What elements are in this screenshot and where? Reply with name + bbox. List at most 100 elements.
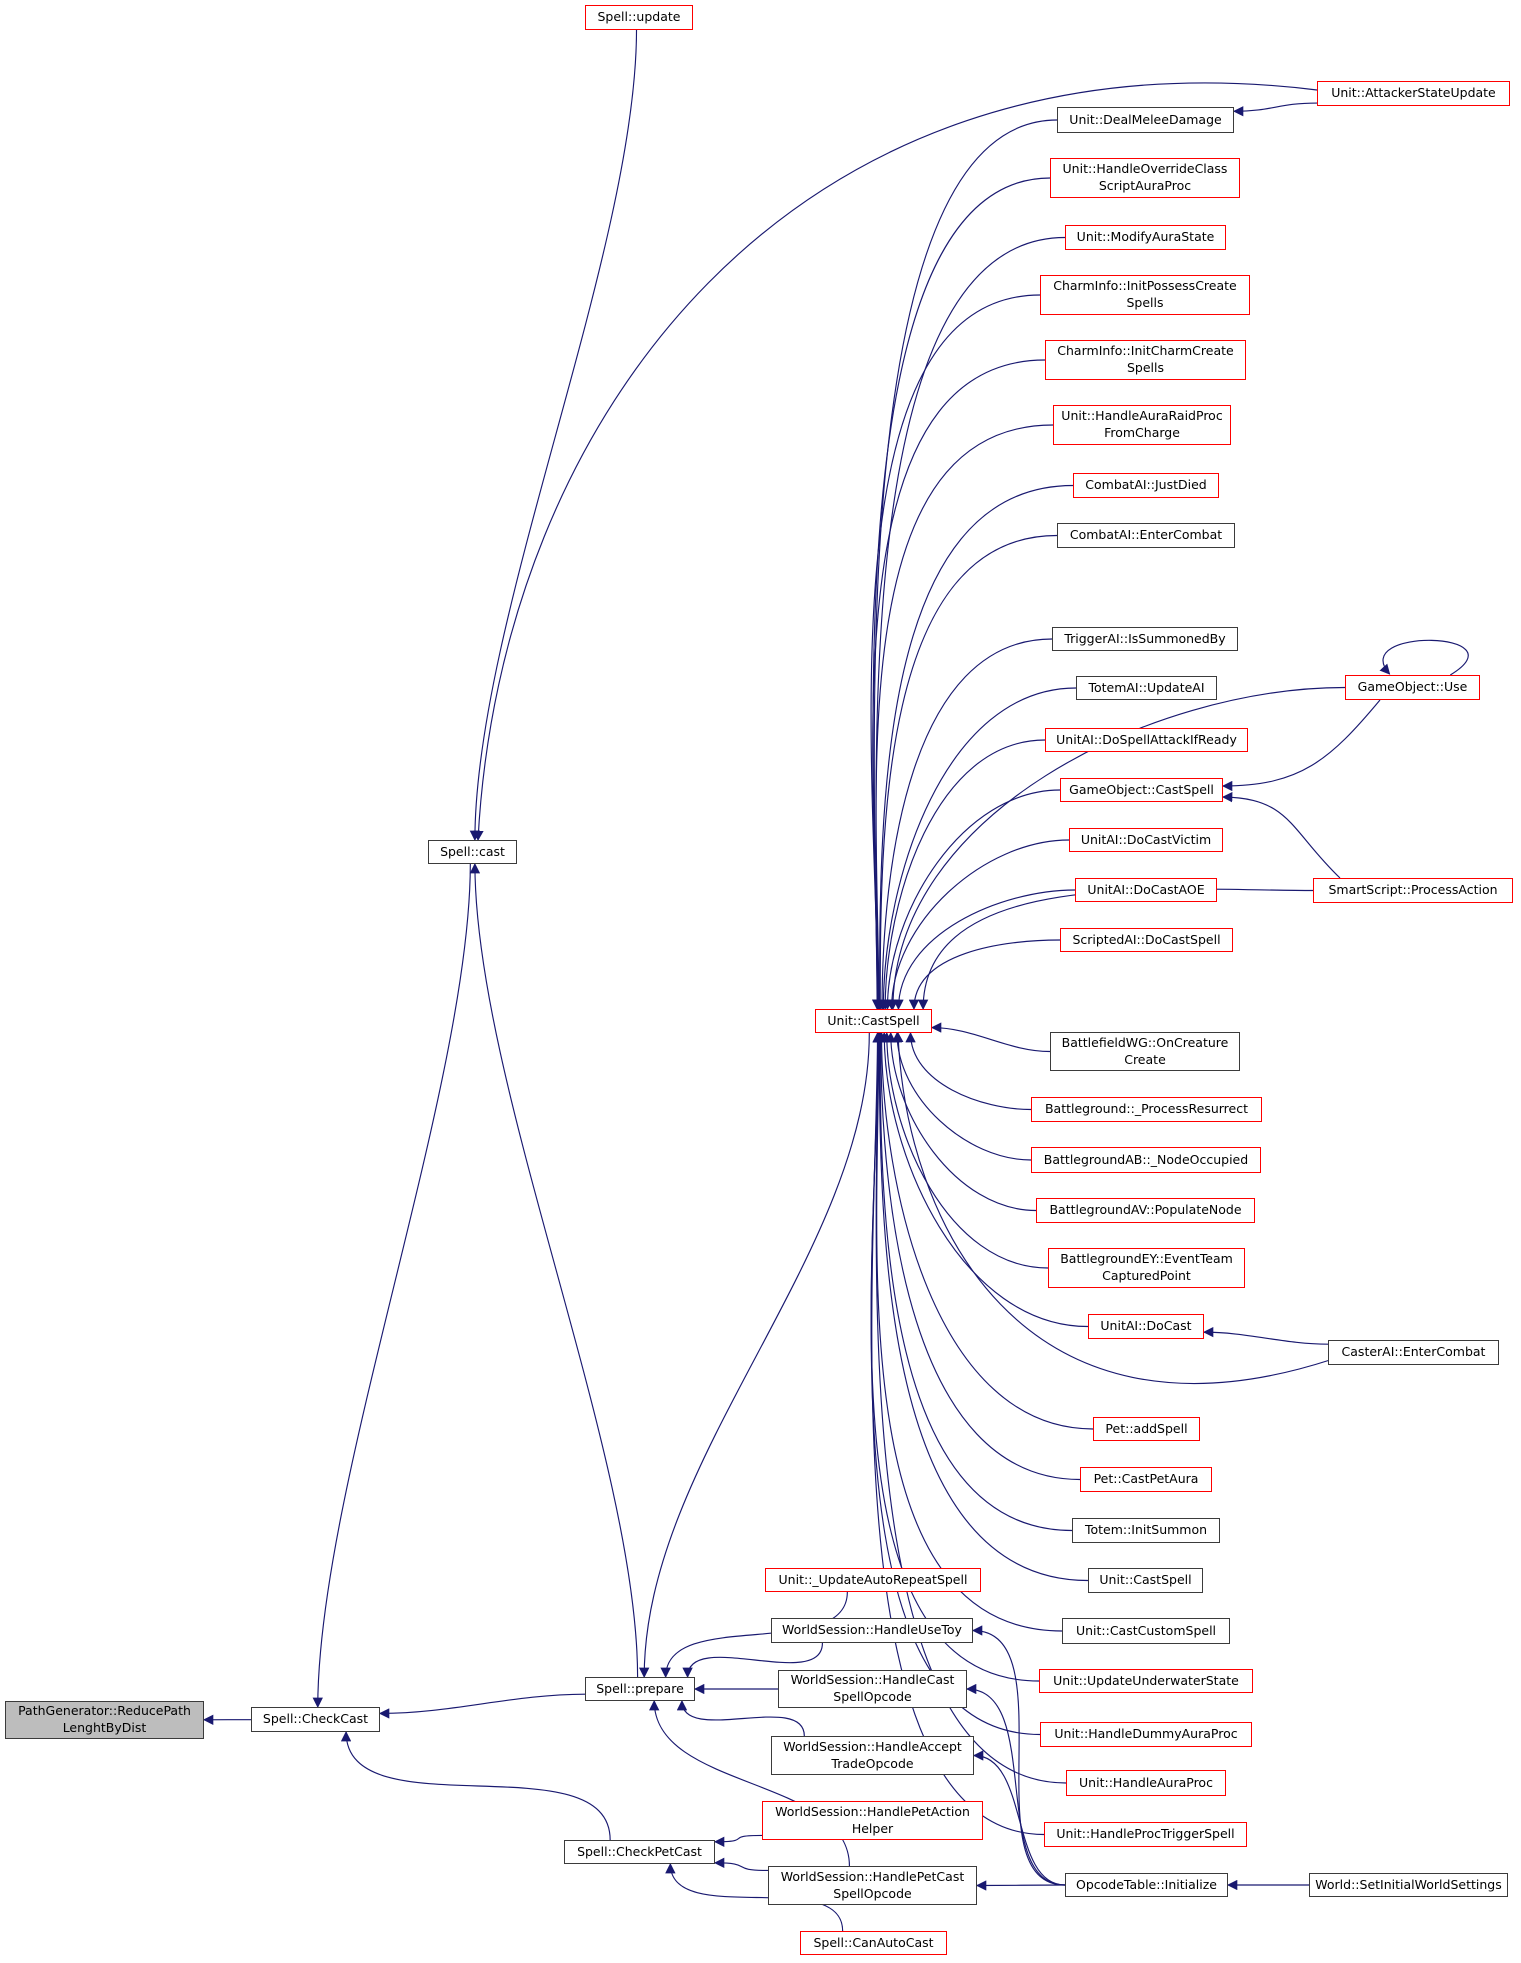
node-totemai-updateai[interactable]: TotemAI::UpdateAI <box>1076 676 1217 700</box>
node-pathgenerator-reducepathlenghtbydist: PathGenerator::ReducePath LenghtByDist <box>5 1701 204 1739</box>
node-label: UnitAI::DoCastAOE <box>1087 881 1205 897</box>
node-unit-handledummyauraproc[interactable]: Unit::HandleDummyAuraProc <box>1040 1722 1252 1747</box>
node-worldsession-handlepetcastspellopcode[interactable]: WorldSession::HandlePetCast SpellOpcode <box>768 1866 977 1905</box>
edge-opcodetable-initialize-to-worldsession-handlepetcastspellopcode <box>975 1880 1066 1891</box>
node-unit-attackerstateupdate[interactable]: Unit::AttackerStateUpdate <box>1317 81 1510 106</box>
node-charminfo-initpossesscreatespells[interactable]: CharmInfo::InitPossessCreate Spells <box>1040 275 1250 315</box>
node-triggerai-issummonedby[interactable]: TriggerAI::IsSummonedBy <box>1052 627 1238 651</box>
node-label: Spell::cast <box>440 843 505 859</box>
node-label: Unit::HandleAuraProc <box>1079 1774 1213 1790</box>
node-unit-handleauraraidprocfromcharge[interactable]: Unit::HandleAuraRaidProc FromCharge <box>1053 405 1231 445</box>
edge-opcodetable-initialize-to-worldsession-handleaccepttradeopcode <box>972 1750 1066 1886</box>
edge-spell-update-to-spell-cast <box>469 29 638 842</box>
node-unit-castspell-hub[interactable]: Unit::CastSpell <box>815 1009 932 1033</box>
node-label: CombatAI::EnterCombat <box>1069 527 1223 543</box>
node-worldsession-handleaccepttradeopcode[interactable]: WorldSession::HandleAccept TradeOpcode <box>771 1736 974 1775</box>
edge-unit-updateautorepeatspell-to-spell-prepare <box>660 1591 848 1679</box>
node-casterai-entercombat[interactable]: CasterAI::EnterCombat <box>1328 1340 1499 1365</box>
node-gameobject-castspell[interactable]: GameObject::CastSpell <box>1060 778 1223 802</box>
edge-opcodetable-initialize-to-worldsession-handleusetoy <box>971 1625 1066 1886</box>
node-scriptedai-docastspell[interactable]: ScriptedAI::DoCastSpell <box>1060 928 1233 952</box>
node-pet-addspell[interactable]: Pet::addSpell <box>1093 1417 1200 1441</box>
node-battlegroundey-eventteamcapturedpoint[interactable]: BattlegroundEY::EventTeam CapturedPoint <box>1048 1248 1245 1288</box>
node-unit-handleauraproc[interactable]: Unit::HandleAuraProc <box>1066 1770 1226 1796</box>
node-label: Unit::CastSpell <box>827 1012 920 1028</box>
node-label: UnitAI::DoCast <box>1100 1318 1192 1334</box>
node-label: BattlegroundAV::PopulateNode <box>1049 1202 1242 1218</box>
node-unit-updateunderwaterstate[interactable]: Unit::UpdateUnderwaterState <box>1039 1669 1253 1693</box>
node-battlegroundab-nodeoccupied[interactable]: BattlegroundAB::_NodeOccupied <box>1031 1147 1261 1173</box>
node-totem-initsummon[interactable]: Totem::InitSummon <box>1072 1518 1220 1543</box>
node-label: WorldSession::HandlePetAction Helper <box>775 1803 970 1836</box>
node-label: Spell::CanAutoCast <box>813 1934 934 1950</box>
node-unitai-dospellattackifready[interactable]: UnitAI::DoSpellAttackIfReady <box>1045 728 1248 752</box>
edge-combatai-entercombat-to-unit-castspell-hub <box>875 534 1058 1011</box>
edge-unit-castspell2-to-unit-castspell-hub <box>874 1031 1089 1582</box>
node-spell-cast[interactable]: Spell::cast <box>428 840 517 864</box>
edge-spell-canautocast-to-spell-checkpetcast <box>665 1862 844 1932</box>
node-unit-castspell2[interactable]: Unit::CastSpell <box>1088 1568 1203 1593</box>
edge-worldsession-handlepetcastspellopcode-to-spell-checkpetcast <box>713 1857 769 1872</box>
node-label: Unit::DealMeleeDamage <box>1069 111 1222 127</box>
node-label: Unit::UpdateUnderwaterState <box>1053 1672 1239 1688</box>
node-label: BattlegroundAB::_NodeOccupied <box>1043 1151 1249 1167</box>
node-unit-dealmeleedamage[interactable]: Unit::DealMeleeDamage <box>1057 107 1234 133</box>
node-label: Unit::_UpdateAutoRepeatSpell <box>778 1571 968 1587</box>
node-combatai-entercombat[interactable]: CombatAI::EnterCombat <box>1057 523 1235 548</box>
node-label: UnitAI::DoSpellAttackIfReady <box>1056 731 1237 747</box>
node-label: Unit::HandleProcTriggerSpell <box>1056 1826 1235 1842</box>
node-spell-canautocast[interactable]: Spell::CanAutoCast <box>800 1931 947 1955</box>
node-label: CasterAI::EnterCombat <box>1341 1344 1486 1360</box>
edge-charminfo-initpossesscreatespells-to-unit-castspell-hub <box>870 294 1041 1011</box>
node-label: TotemAI::UpdateAI <box>1088 679 1205 695</box>
node-spell-checkcast[interactable]: Spell::CheckCast <box>251 1707 380 1732</box>
node-unit-updateautorepeatspell[interactable]: Unit::_UpdateAutoRepeatSpell <box>765 1568 981 1592</box>
node-label: TriggerAI::IsSummonedBy <box>1064 630 1226 646</box>
node-spell-update[interactable]: Spell::update <box>585 5 693 30</box>
node-unitai-docast[interactable]: UnitAI::DoCast <box>1088 1314 1204 1339</box>
node-pet-castpetaura[interactable]: Pet::CastPetAura <box>1080 1467 1212 1492</box>
edge-triggerai-issummonedby-to-unit-castspell-hub <box>876 638 1053 1011</box>
edge-battlegroundav-populatenode-to-unit-castspell-hub <box>885 1031 1037 1212</box>
edge-unit-attackerstateupdate-to-unit-dealmeleedamage <box>1232 102 1318 117</box>
node-unitai-docastvictim[interactable]: UnitAI::DoCastVictim <box>1069 828 1223 852</box>
node-label: Pet::CastPetAura <box>1093 1471 1199 1487</box>
node-label: Spell::CheckPetCast <box>577 1843 702 1859</box>
node-battlegroundav-populatenode[interactable]: BattlegroundAV::PopulateNode <box>1036 1198 1255 1223</box>
node-spell-checkpetcast[interactable]: Spell::CheckPetCast <box>564 1840 715 1864</box>
edge-battlefieldwg-oncreaturecreate-to-unit-castspell-hub <box>930 1022 1051 1053</box>
node-smartscript-processaction[interactable]: SmartScript::ProcessAction <box>1313 878 1513 903</box>
edge-combatai-justdied-to-unit-castspell-hub <box>874 484 1074 1011</box>
edge-worldsession-handleusetoy-to-spell-prepare <box>682 1642 824 1679</box>
edge-totemai-updateai-to-unit-castspell-hub <box>878 687 1077 1011</box>
edge-pet-addspell-to-unit-castspell-hub <box>876 1031 1094 1430</box>
node-unit-modifyaurastate[interactable]: Unit::ModifyAuraState <box>1065 225 1226 250</box>
node-label: Spell::CheckCast <box>262 1711 369 1727</box>
edge-gameobject-use-to-gameobject-castspell <box>1221 699 1381 792</box>
node-label: Battleground::_ProcessResurrect <box>1044 1101 1248 1117</box>
node-battleground-processresurrect[interactable]: Battleground::_ProcessResurrect <box>1031 1097 1262 1122</box>
edge-battlegroundey-eventteamcapturedpoint-to-unit-castspell-hub <box>881 1031 1049 1269</box>
node-label: WorldSession::HandlePetCast SpellOpcode <box>780 1868 965 1901</box>
node-opcodetable-initialize[interactable]: OpcodeTable::Initialize <box>1065 1873 1228 1897</box>
node-world-setinitialworldsettings[interactable]: World::SetInitialWorldSettings <box>1309 1873 1508 1897</box>
node-worldsession-handleusetoy[interactable]: WorldSession::HandleUseToy <box>771 1618 973 1643</box>
node-spell-prepare[interactable]: Spell::prepare <box>585 1677 695 1701</box>
node-unit-handleoverrideclassscriptauraproc[interactable]: Unit::HandleOverrideClass ScriptAuraProc <box>1050 158 1240 198</box>
node-battlefieldwg-oncreaturecreate[interactable]: BattlefieldWG::OnCreature Create <box>1050 1032 1240 1071</box>
node-label: CharmInfo::InitPossessCreate Spells <box>1053 278 1237 310</box>
edge-gameobject-use-to-gameobject-use <box>1379 639 1469 676</box>
node-charminfo-initcharmcreatespells[interactable]: CharmInfo::InitCharmCreate Spells <box>1045 340 1246 380</box>
edge-casterai-entercombat-to-unitai-docast <box>1202 1326 1329 1345</box>
node-unit-castcustomspell[interactable]: Unit::CastCustomSpell <box>1062 1618 1230 1644</box>
node-label: Unit::HandleDummyAuraProc <box>1054 1726 1238 1742</box>
node-unitai-docastaoe[interactable]: UnitAI::DoCastAOE <box>1075 878 1217 902</box>
node-unit-handleproctriggerspell[interactable]: Unit::HandleProcTriggerSpell <box>1044 1822 1247 1847</box>
node-gameobject-use[interactable]: GameObject::Use <box>1345 675 1480 700</box>
node-worldsession-handlecastspellopcode[interactable]: WorldSession::HandleCast SpellOpcode <box>778 1670 967 1708</box>
node-combatai-justdied[interactable]: CombatAI::JustDied <box>1073 473 1219 498</box>
node-label: Unit::ModifyAuraState <box>1076 229 1215 245</box>
node-worldsession-handlepetactionhelper[interactable]: WorldSession::HandlePetAction Helper <box>762 1801 983 1840</box>
edge-spell-prepare-to-spell-cast <box>469 862 639 1678</box>
